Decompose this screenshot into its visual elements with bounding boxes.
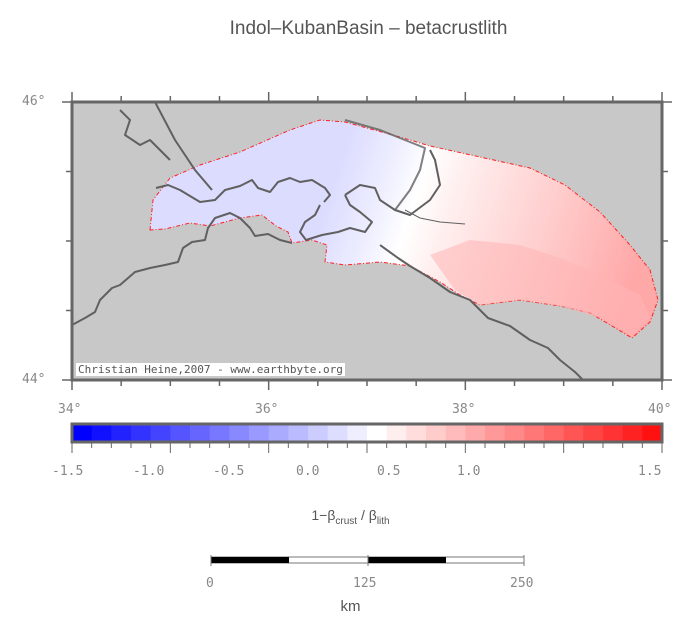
lon-label-38: 38° xyxy=(452,402,476,417)
colorbar-segment xyxy=(249,424,270,442)
colorbar-segment xyxy=(150,424,171,442)
sivash-coast xyxy=(119,109,171,161)
colorbar-segment xyxy=(170,424,191,442)
scale-bar-black-segment xyxy=(211,557,289,563)
scale-bar-black-segment xyxy=(368,557,446,563)
colorbar-segment xyxy=(347,424,368,442)
colorbar-segment xyxy=(445,424,466,442)
colorbar xyxy=(72,424,663,442)
colorbar-segment xyxy=(642,424,663,442)
colorbar-segment xyxy=(465,424,486,442)
colorbar-tick-label: 0.5 xyxy=(377,464,401,479)
kerch-coast xyxy=(299,194,373,241)
arabat-spit xyxy=(154,102,213,191)
lon-label-36: 36° xyxy=(255,402,279,417)
colorbar-segment xyxy=(111,424,132,442)
map-title: Indol–KubanBasin – betacrustlith xyxy=(229,18,508,39)
russia-coast xyxy=(379,244,585,380)
colorbar-label: 1−βcrust / βlith xyxy=(311,507,390,527)
lon-label-34: 34° xyxy=(58,402,82,417)
colorbar-ticks xyxy=(71,443,663,453)
colorbar-segment xyxy=(72,424,93,442)
credit-text: Christian Heine,2007 - www.earthbyte.org xyxy=(76,363,345,376)
scale-bar xyxy=(210,555,525,566)
colorbar-segment xyxy=(229,424,250,442)
colorbar-segment xyxy=(327,424,348,442)
colorbar-segment xyxy=(209,424,230,442)
colorbar-segment xyxy=(524,424,545,442)
lat-label-44: 44° xyxy=(22,372,46,387)
azov-east-coast xyxy=(344,119,426,211)
scale-label-250: 250 xyxy=(510,576,534,591)
colorbar-segment xyxy=(288,424,309,442)
basin-high-zone xyxy=(430,240,650,336)
colorbar-segment xyxy=(406,424,427,442)
colorbar-segment xyxy=(583,424,604,442)
coastlines xyxy=(72,102,585,380)
colorbar-tick-label: 1.5 xyxy=(638,464,662,479)
colorbar-tick-label: -1.0 xyxy=(133,464,165,479)
colorbar-frame xyxy=(70,422,664,444)
river xyxy=(404,209,466,225)
colorbar-segment xyxy=(426,424,447,442)
scale-label-0: 0 xyxy=(206,576,214,591)
colorbar-segment xyxy=(504,424,525,442)
colorbar-segment xyxy=(563,424,584,442)
colorbar-tick-label: -0.5 xyxy=(213,464,245,479)
colorbar-tick-label: 0.0 xyxy=(296,464,320,479)
colorbar-tick-label: -1.5 xyxy=(52,464,84,479)
map-ticks xyxy=(62,92,672,390)
colorbar-segment xyxy=(308,424,329,442)
colorbar-segment xyxy=(268,424,289,442)
colorbar-segment xyxy=(190,424,211,442)
taman-coast xyxy=(344,149,441,216)
colorbar-segment xyxy=(367,424,388,442)
crimea-coast xyxy=(72,212,293,326)
colorbar-segment xyxy=(485,424,506,442)
colorbar-segment xyxy=(91,424,112,442)
colorbar-segment xyxy=(603,424,624,442)
lat-label-46: 46° xyxy=(22,94,46,109)
colorbar-segment xyxy=(131,424,152,442)
colorbar-segment xyxy=(544,424,565,442)
colorbar-segment xyxy=(386,424,407,442)
azov-coast-north xyxy=(155,177,331,203)
scale-unit: km xyxy=(340,598,361,615)
colorbar-tick-label: 1.0 xyxy=(457,464,481,479)
scale-label-125: 125 xyxy=(353,576,377,591)
colorbar-segment xyxy=(622,424,643,442)
lon-label-40: 40° xyxy=(648,402,672,417)
